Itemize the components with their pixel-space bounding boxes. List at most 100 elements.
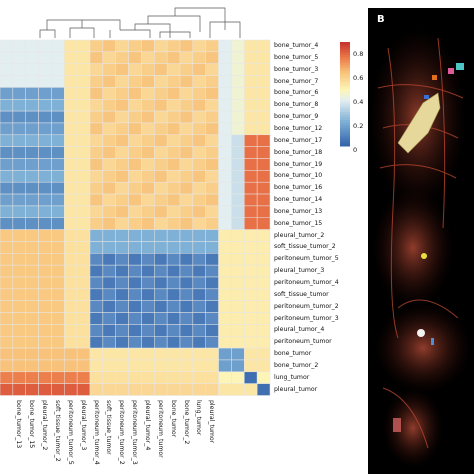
heatmap-cell [166,371,181,384]
heatmap-cell [141,99,155,112]
heatmap-cell [25,87,39,100]
heatmap-cell [102,371,116,384]
heatmap-cell [0,122,14,136]
heatmap-cell [102,146,116,159]
heatmap-cell [76,39,91,53]
heatmap-cell [192,122,206,136]
row-label: pleural_tumor [274,385,318,393]
dendrogram-branch [81,19,121,30]
heatmap-cell [102,51,116,64]
heatmap-cell [256,63,271,76]
legend-swatch [340,49,350,53]
legend-swatch [340,140,350,144]
heatmap-cell [89,122,104,136]
heatmap-cell [38,324,52,337]
heatmap-cell [25,347,39,361]
heatmap-cell [64,383,78,396]
legend-swatch [340,130,350,134]
row-label: bone_tumor_15 [274,219,323,227]
heatmap-cell [179,122,194,136]
column-label: bone_tumor_15 [28,399,36,448]
heatmap-cell [231,336,245,349]
heatmap-cell [141,51,155,64]
heatmap-cell [166,347,181,361]
heatmap-cell [218,359,232,373]
heatmap-cell [192,347,206,361]
heatmap-cell [154,347,168,361]
heatmap-cell [64,276,78,290]
heatmap-cell [76,170,91,183]
heatmap-cell [89,264,104,278]
heatmap-cell [102,122,116,136]
heatmap-cell [25,146,39,159]
heatmap-cell [231,205,245,218]
heatmap-cell [0,217,14,230]
heatmap-cell [141,75,155,88]
heatmap-cell [179,205,194,218]
column-label: peritoneum_tumor_5 [66,399,74,465]
heatmap-cell [218,193,232,207]
heatmap-cell [0,312,14,325]
heatmap-cell [179,324,194,337]
column-label: bone_tumor_13 [15,399,23,448]
heatmap-cell [205,87,219,100]
column-label: pleural_tumor [208,399,216,443]
heatmap-cell [154,324,168,337]
heatmap-cell [64,347,78,361]
heatmap-cell [12,170,26,183]
heatmap-cell [128,63,142,76]
heatmap-cell [179,158,194,171]
heatmap-cells [0,39,271,396]
heatmap-cell [256,146,271,159]
column-label: soft_tissue_tumor_2 [54,399,61,462]
heatmap-cell [166,181,181,195]
heatmap-cell [154,39,168,53]
heatmap-cell [179,312,194,325]
heatmap-cell [0,146,14,159]
heatmap-cell [256,87,271,100]
heatmap-cell [141,371,155,384]
heatmap-cell [76,158,91,171]
heatmap-cell [205,75,219,88]
heatmap-cell [0,87,14,100]
heatmap-cell [244,205,258,218]
heatmap-cell [38,193,52,207]
heatmap-cell [38,181,52,195]
heatmap-cell [51,229,65,242]
heatmap-cell [231,51,245,64]
heatmap-cell [231,347,245,361]
heatmap-cell [179,87,194,100]
heatmap-cell [64,181,78,195]
heatmap-cell [244,39,258,53]
heatmap-cell [179,181,194,195]
heatmap-cell [89,229,104,242]
heatmap-cell [128,347,142,361]
heatmap-cell [218,122,232,136]
heatmap-cell [102,75,116,88]
heatmap-cell [244,359,258,373]
heatmap-cell [154,241,168,254]
heatmap-cell [0,371,14,384]
column-label: bone_tumor_2 [182,399,190,444]
heatmap-cell [218,181,232,195]
heatmap-cell [128,312,142,325]
heatmap-cell [256,99,271,112]
heatmap-cell [141,181,155,195]
heatmap-cell [38,51,52,64]
heatmap-cell [154,63,168,76]
heatmap-cell [115,347,129,361]
heatmap-cell [166,217,181,230]
heatmap-cell [51,51,65,64]
legend-swatch [340,99,350,103]
heatmap-cell [244,146,258,159]
heatmap-cell [76,264,91,278]
heatmap-cell [179,241,194,254]
legend-tick: 0 [353,146,358,154]
heatmap-cell [115,51,129,64]
heatmap-cell [64,158,78,171]
heatmap-cell [218,170,232,183]
heatmap-cell [51,336,65,349]
heatmap-cell [231,253,245,266]
column-label: pleural_tumor_2 [41,399,49,450]
heatmap-cell [128,383,142,396]
